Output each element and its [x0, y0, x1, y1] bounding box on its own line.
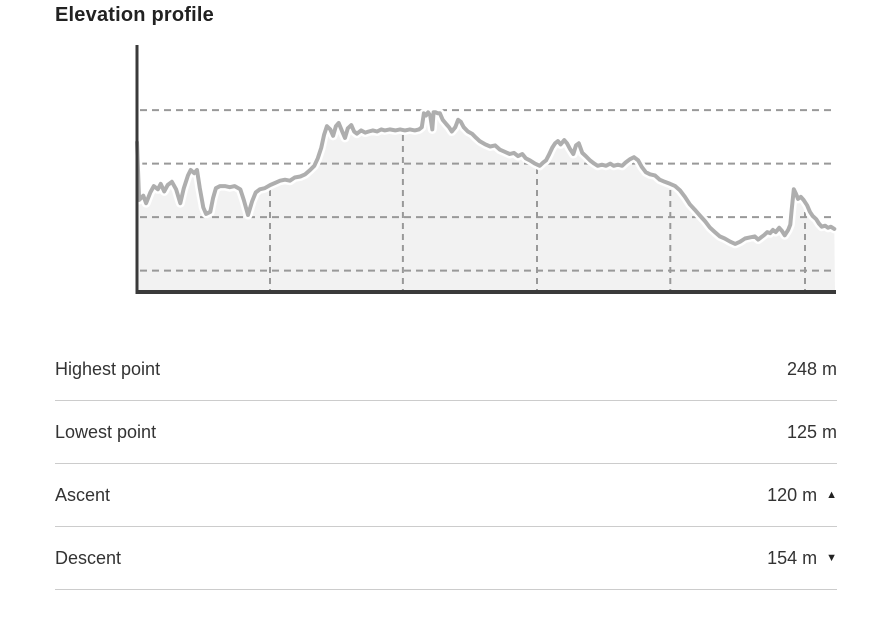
stat-label-lowest-point: Lowest point — [55, 421, 157, 442]
stat-value-descent: 154 m — [767, 547, 818, 568]
stat-row-ascent: Ascent 120 m ▲ — [55, 464, 837, 527]
stat-value-wrap: 120 m ▲ — [767, 485, 837, 506]
stat-value-highest-point: 248 m — [786, 358, 837, 379]
stat-value-ascent: 120 m — [767, 484, 818, 505]
triangle-up-icon: ▲ — [826, 488, 837, 501]
stat-value-lowest-point: 125 m — [786, 421, 837, 442]
stat-value-wrap: 248 m — [787, 359, 837, 380]
triangle-down-icon: ▼ — [826, 551, 837, 564]
stat-row-lowest-point: Lowest point 125 m — [55, 401, 837, 464]
page-title: Elevation profile — [55, 4, 214, 26]
elevation-chart — [135, 45, 837, 294]
stat-value-wrap: 154 m ▼ — [767, 548, 837, 569]
stats-list: Highest point 248 m Lowest point 125 m A… — [55, 338, 837, 590]
stat-label-highest-point: Highest point — [55, 358, 161, 379]
stat-value-wrap: 125 m — [787, 422, 837, 443]
stat-row-highest-point: Highest point 248 m — [55, 338, 837, 401]
stat-label-ascent: Ascent — [55, 484, 111, 505]
stat-row-descent: Descent 154 m ▼ — [55, 527, 837, 590]
stat-label-descent: Descent — [55, 547, 122, 568]
